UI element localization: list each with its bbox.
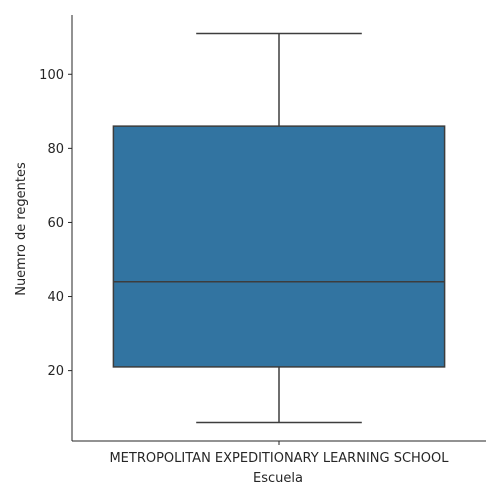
x-axis: METROPOLITAN EXPEDITIONARY LEARNING SCHO… [72,440,486,466]
y-tick-label: 60 [47,216,64,231]
plot-area [112,32,446,424]
y-tick-label: 40 [47,290,64,305]
y-tick-label: 20 [47,364,64,379]
y-axis-label: Nuemro de regentes [14,162,29,296]
x-axis-label: Escuela [253,471,303,486]
y-tick-label: 80 [47,142,64,157]
y-tick-label: 100 [39,68,64,83]
x-tick-label: METROPOLITAN EXPEDITIONARY LEARNING SCHO… [109,451,449,466]
y-axis: 20 40 60 80 100 [39,15,73,441]
box-iqr [112,125,446,368]
